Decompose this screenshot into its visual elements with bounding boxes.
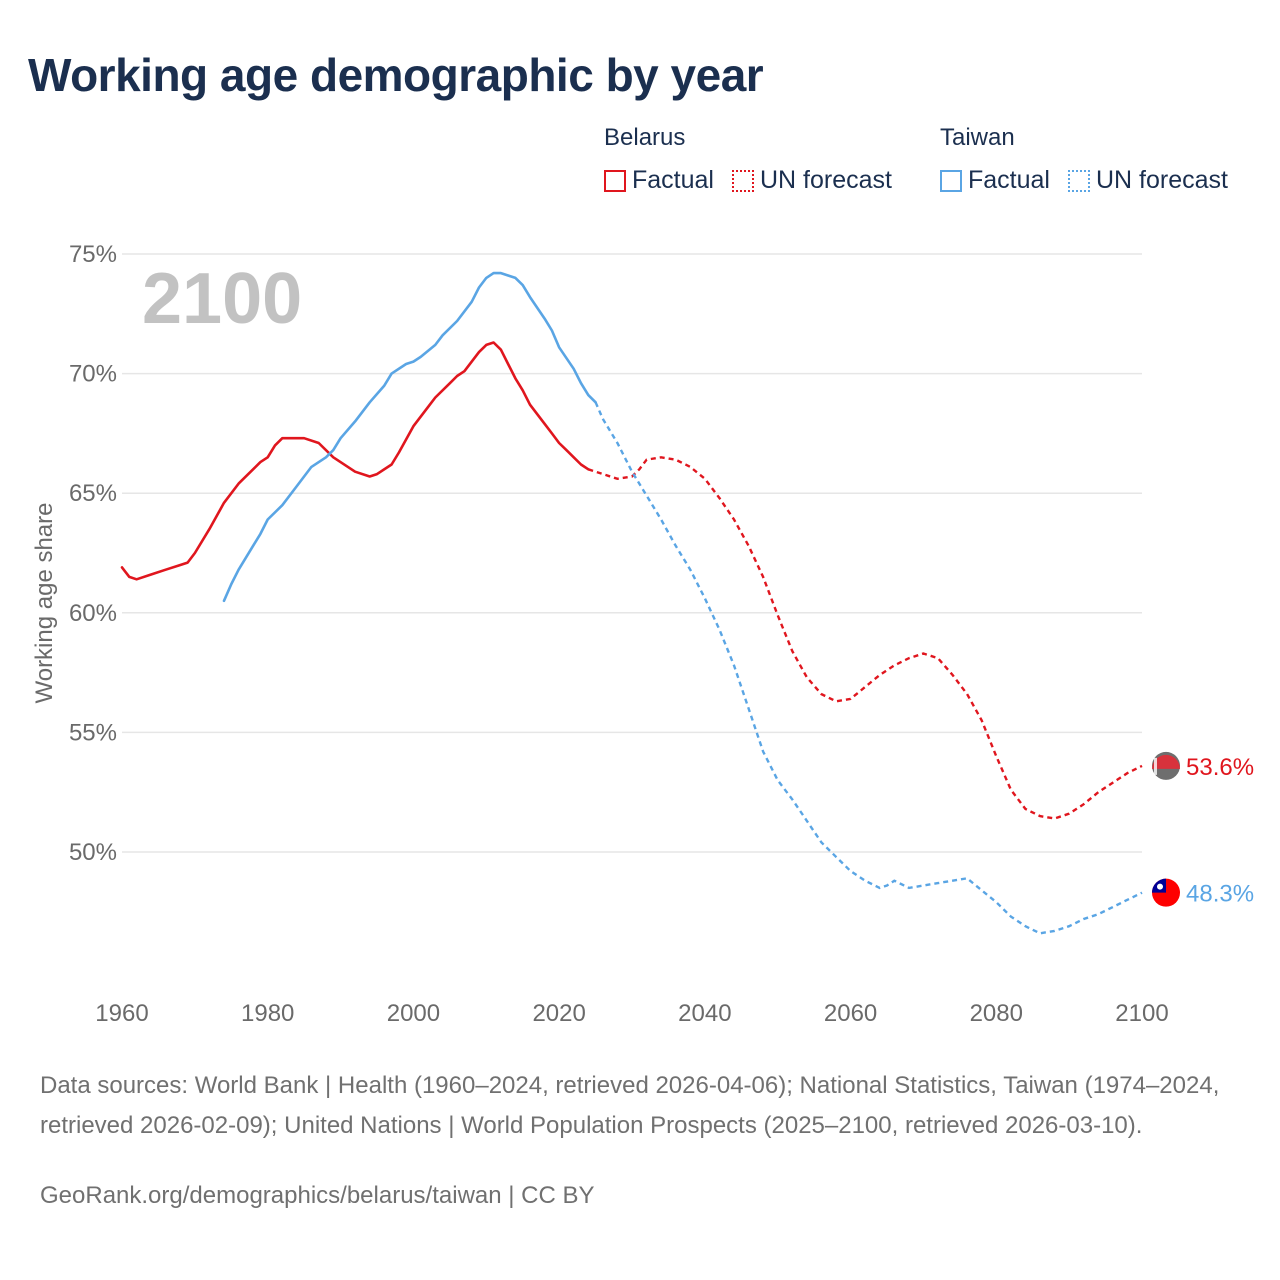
- line-chart: 50% 55% 60% 65% 70% 75% 1960 1980 2000 2020 2040 2…: [31, 241, 1254, 1027]
- legend-label: UN forecast: [1095, 166, 1228, 194]
- data-sources: Data sources: World Bank | Health (1960–…: [40, 1072, 1220, 1139]
- chart-title: Working age demographic by year: [28, 49, 764, 101]
- x-tick-label: 2040: [678, 1000, 731, 1027]
- x-tick-label: 1960: [95, 1000, 148, 1027]
- series-line-taiwan-forecast: [594, 401, 1143, 935]
- y-tick-label: 60%: [69, 600, 117, 627]
- x-tick-label: 2060: [824, 1000, 877, 1027]
- y-axis-ticks: 50% 55% 60% 65% 70% 75%: [69, 241, 117, 866]
- y-tick-label: 50%: [69, 839, 117, 866]
- legend-swatch-solid: [604, 169, 626, 192]
- gridlines: [122, 253, 1142, 853]
- y-tick-label: 65%: [69, 480, 117, 507]
- taiwan-flag-icon: [1152, 878, 1180, 907]
- legend-item-taiwan-factual[interactable]: Factual: [940, 166, 1050, 195]
- x-tick-label: 2020: [532, 1000, 585, 1027]
- series-line-taiwan-factual: [222, 271, 597, 603]
- legend-item-belarus-factual[interactable]: Factual: [604, 166, 714, 195]
- legend-country-taiwan: Taiwan: [940, 124, 1015, 151]
- belarus-flag-icon: [1152, 751, 1181, 780]
- legend-group-belarus: Belarus Factual UN forecast: [604, 124, 892, 195]
- legend-label: Factual: [968, 166, 1050, 194]
- x-tick-label: 2100: [1115, 1000, 1168, 1027]
- legend-label: UN forecast: [759, 166, 892, 194]
- y-tick-label: 75%: [69, 241, 117, 268]
- legend-item-belarus-forecast[interactable]: UN forecast: [731, 166, 892, 195]
- legend-group-taiwan: Taiwan Factual UN forecast: [940, 124, 1228, 195]
- y-axis-label: Working age share: [31, 503, 58, 704]
- end-value-label-taiwan: 48.3%: [1186, 881, 1254, 908]
- legend-swatch-dotted: [731, 169, 754, 192]
- legend-country-belarus: Belarus: [604, 124, 686, 151]
- legend-label: Factual: [632, 166, 714, 194]
- series-line-belarus-factual: [120, 341, 590, 581]
- legend-swatch-dotted: [1067, 169, 1090, 192]
- x-tick-label: 2080: [970, 1000, 1023, 1027]
- x-axis-ticks: 1960 1980 2000 2020 2040 2060 2080 2100: [95, 1000, 1168, 1027]
- x-tick-label: 1980: [241, 1000, 294, 1027]
- legend-swatch-solid: [940, 169, 962, 192]
- series-end-markers: 53.6% 48.3%: [1152, 751, 1254, 908]
- year-watermark: 2100: [142, 259, 302, 339]
- series-line-belarus-forecast: [587, 456, 1143, 820]
- x-tick-label: 2000: [387, 1000, 440, 1027]
- series-lines: [120, 271, 1143, 935]
- y-tick-label: 70%: [69, 361, 117, 388]
- legend-item-taiwan-forecast[interactable]: UN forecast: [1067, 166, 1228, 195]
- y-tick-label: 55%: [69, 719, 117, 746]
- source-link[interactable]: GeoRank.org/demographics/belarus/taiwan …: [40, 1182, 595, 1209]
- end-value-label-belarus: 53.6%: [1186, 754, 1254, 781]
